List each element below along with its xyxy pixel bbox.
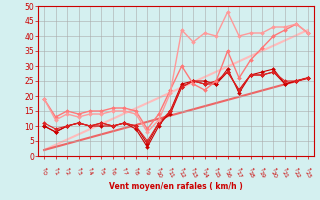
- Text: ↗: ↗: [270, 167, 277, 174]
- Text: ↗: ↗: [236, 167, 242, 174]
- Text: ↗: ↗: [167, 167, 173, 174]
- Text: ↗: ↗: [259, 167, 265, 174]
- Text: ↗: ↗: [52, 167, 59, 174]
- Text: ↗: ↗: [75, 167, 82, 174]
- Text: ↗: ↗: [87, 167, 93, 174]
- Text: ↗: ↗: [213, 167, 220, 174]
- Text: ↗: ↗: [293, 167, 300, 174]
- Text: ↗: ↗: [156, 167, 162, 174]
- Text: ↗: ↗: [41, 167, 47, 174]
- Text: ↗: ↗: [132, 167, 139, 174]
- X-axis label: Vent moyen/en rafales ( km/h ): Vent moyen/en rafales ( km/h ): [109, 182, 243, 191]
- Text: ↗: ↗: [98, 167, 105, 174]
- Text: ↗: ↗: [305, 167, 311, 174]
- Text: ↗: ↗: [179, 167, 185, 174]
- Text: ↗: ↗: [64, 167, 70, 174]
- Text: ↗: ↗: [144, 167, 151, 174]
- Text: ↗: ↗: [190, 167, 196, 174]
- Text: ↗: ↗: [247, 167, 254, 174]
- Text: ↗: ↗: [201, 167, 208, 174]
- Text: ↗: ↗: [224, 167, 231, 174]
- Text: ↗: ↗: [110, 167, 116, 174]
- Text: ↗: ↗: [282, 167, 288, 174]
- Text: ↗: ↗: [121, 167, 128, 174]
